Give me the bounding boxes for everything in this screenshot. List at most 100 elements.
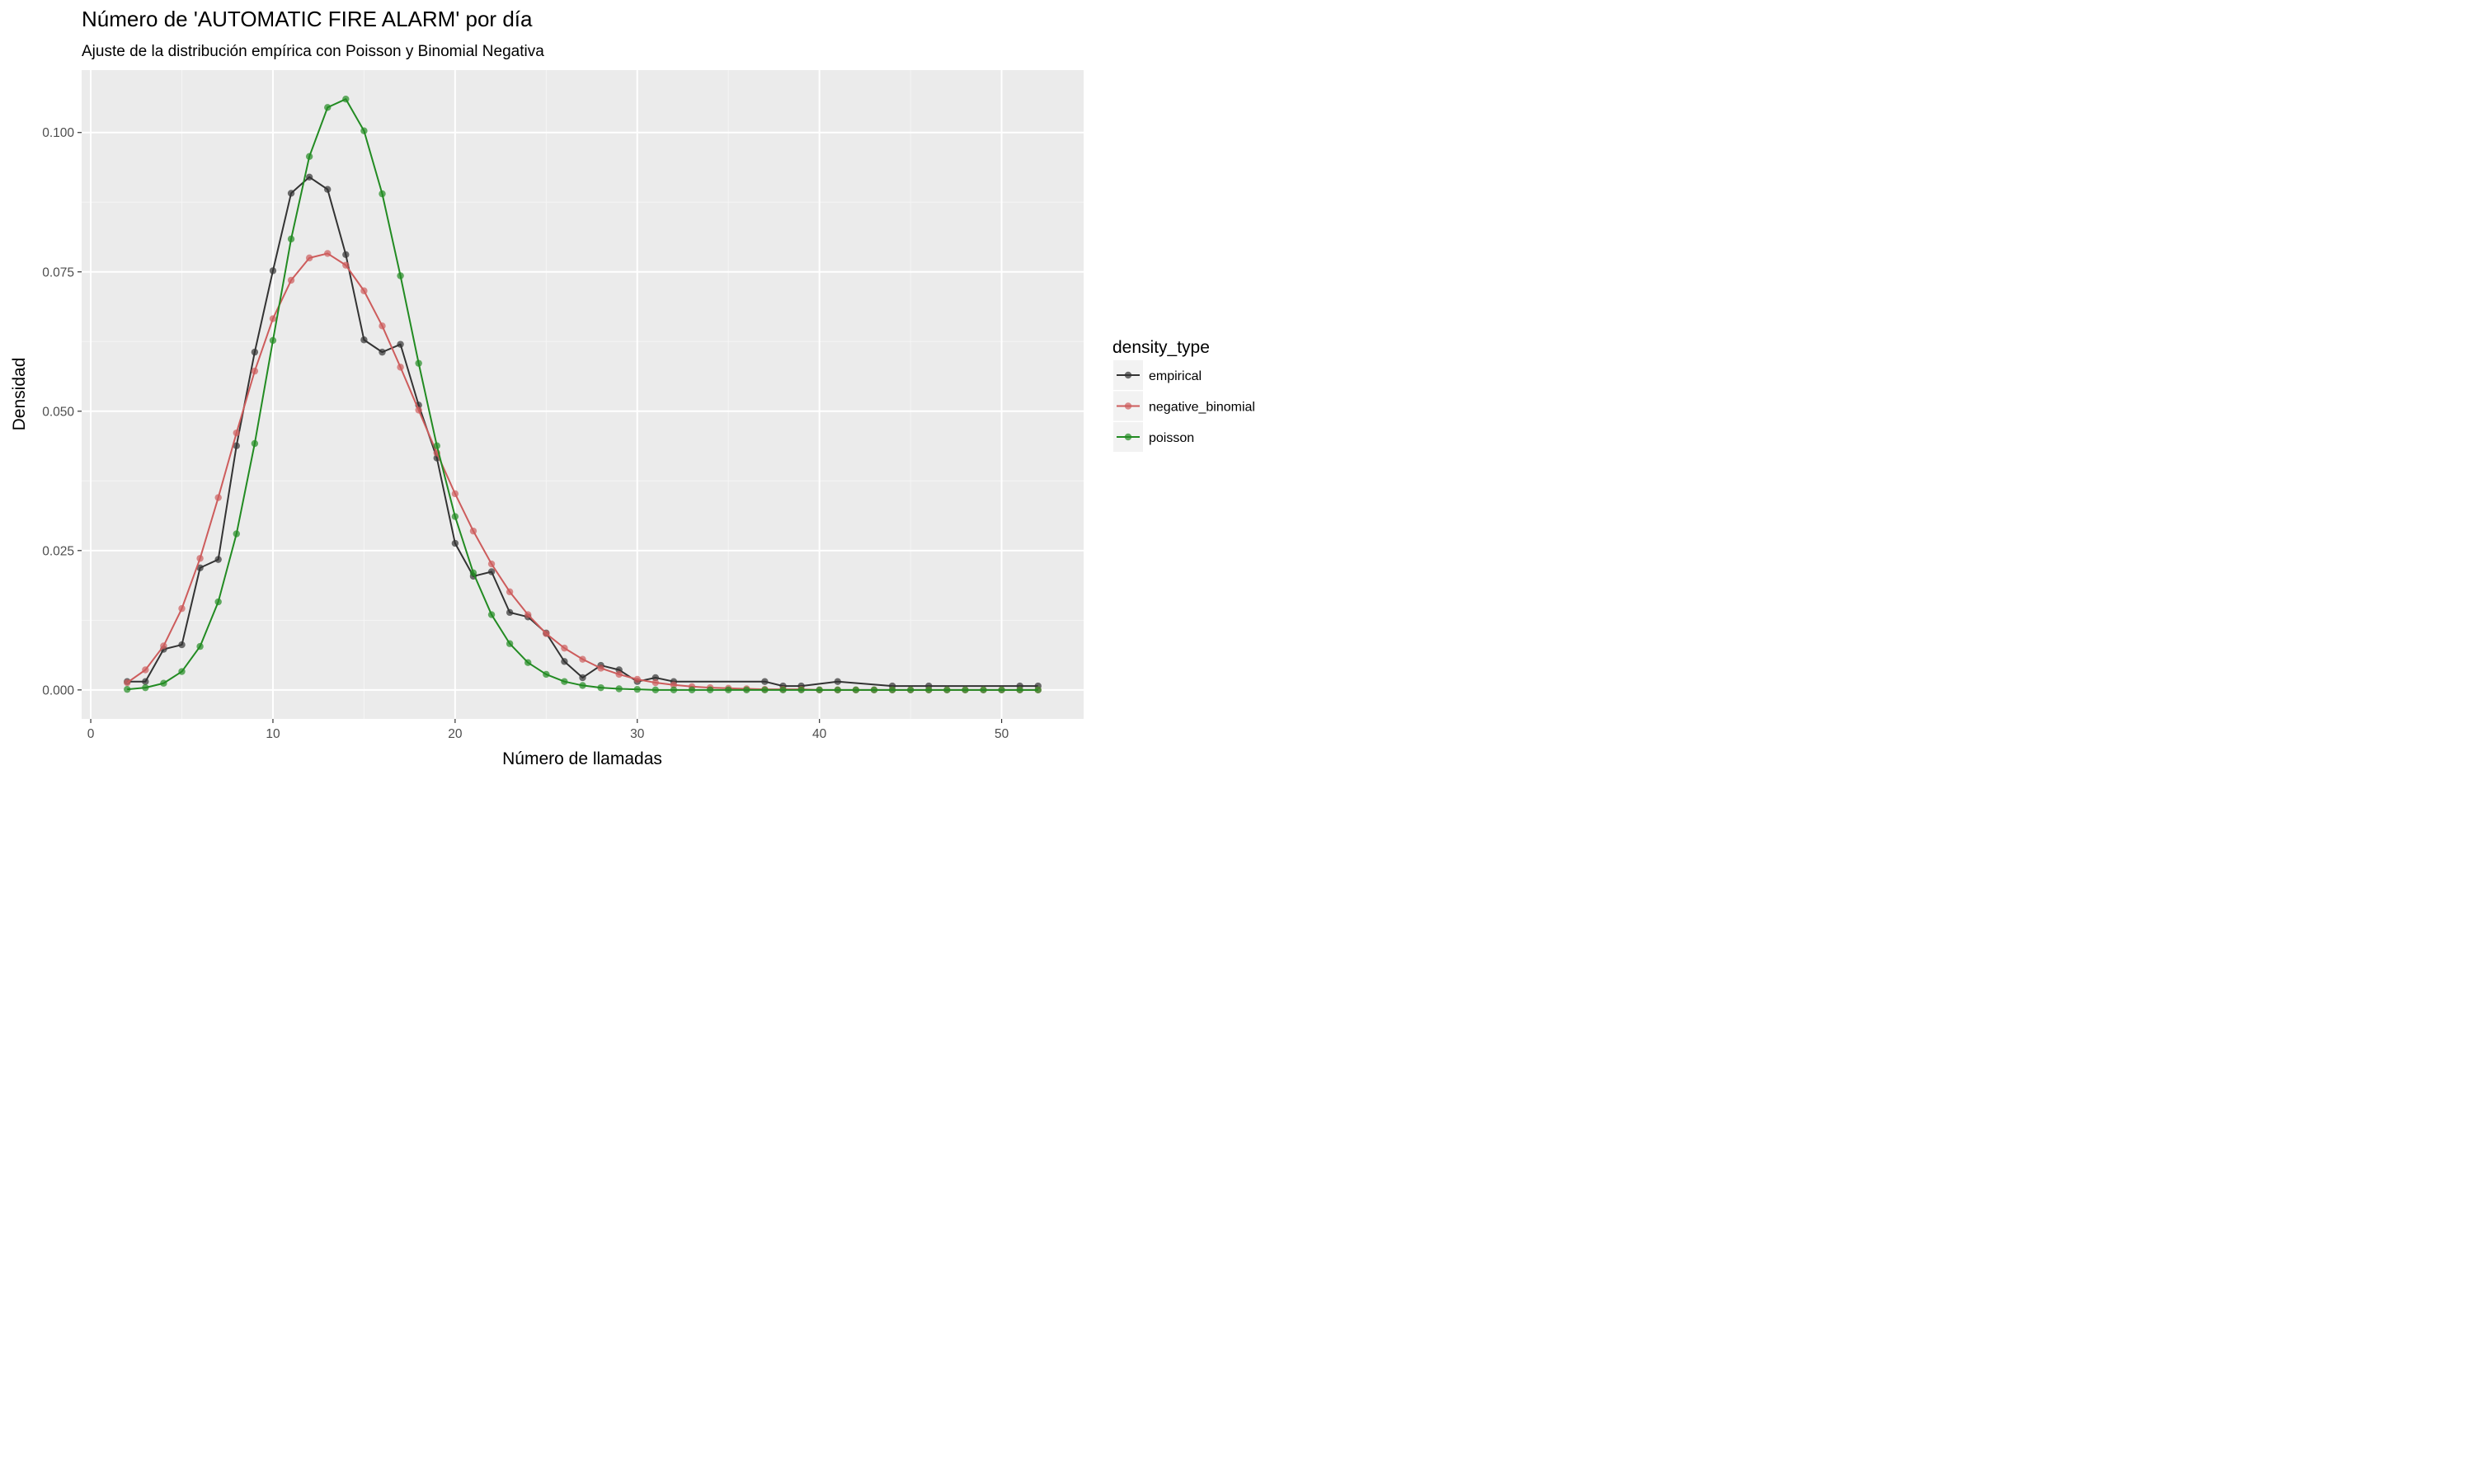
data-point-negative_binomial bbox=[269, 315, 277, 322]
data-point-empirical bbox=[487, 568, 496, 575]
data-point-empirical bbox=[360, 336, 368, 344]
y-tick-label: 0.050 bbox=[42, 405, 74, 419]
data-point-negative_binomial bbox=[524, 611, 532, 618]
data-point-poisson bbox=[1034, 686, 1042, 694]
data-point-poisson bbox=[706, 686, 714, 694]
legend-item-negative_binomial: negative_binomial bbox=[1113, 391, 1255, 421]
data-point-negative_binomial bbox=[561, 644, 568, 652]
data-point-negative_binomial bbox=[324, 250, 332, 257]
y-tick-label: 0.075 bbox=[42, 265, 74, 279]
data-point-poisson bbox=[980, 686, 987, 694]
data-point-poisson bbox=[852, 686, 860, 694]
data-point-negative_binomial bbox=[379, 322, 386, 330]
chart-title: Número de 'AUTOMATIC FIRE ALARM' por día bbox=[82, 7, 533, 31]
data-point-poisson bbox=[543, 670, 550, 679]
data-point-poisson bbox=[214, 598, 222, 606]
data-point-poisson bbox=[451, 513, 459, 520]
data-point-negative_binomial bbox=[251, 367, 259, 375]
data-point-poisson bbox=[269, 336, 277, 345]
data-point-empirical bbox=[269, 267, 277, 275]
data-point-poisson bbox=[925, 686, 933, 694]
legend-label: empirical bbox=[1149, 369, 1202, 383]
grid-minor bbox=[82, 70, 1084, 719]
data-point-empirical bbox=[579, 674, 586, 682]
series-layer bbox=[124, 95, 1042, 694]
y-axis-title: Densidad bbox=[10, 358, 29, 431]
data-point-negative_binomial bbox=[487, 560, 496, 568]
data-point-negative_binomial bbox=[451, 490, 459, 498]
data-point-negative_binomial bbox=[178, 604, 186, 613]
data-point-empirical bbox=[506, 608, 514, 617]
data-point-poisson bbox=[160, 679, 167, 687]
x-tick-label: 10 bbox=[266, 727, 280, 741]
data-point-negative_binomial bbox=[196, 555, 204, 562]
data-point-poisson bbox=[487, 611, 496, 618]
data-point-empirical bbox=[397, 340, 404, 348]
data-point-poisson bbox=[779, 686, 787, 694]
data-point-poisson bbox=[124, 685, 131, 693]
data-point-poisson bbox=[725, 686, 732, 694]
data-point-poisson bbox=[651, 686, 660, 694]
data-point-negative_binomial bbox=[214, 494, 222, 501]
data-point-negative_binomial bbox=[415, 406, 422, 414]
data-point-negative_binomial bbox=[397, 364, 404, 371]
data-point-poisson bbox=[196, 642, 204, 650]
data-point-poisson bbox=[397, 272, 404, 279]
data-point-poisson bbox=[379, 190, 386, 198]
legend-title: density_type bbox=[1112, 338, 1210, 357]
legend: density_type empirical negative_binomialp… bbox=[1112, 338, 1255, 452]
grid-major bbox=[82, 70, 1084, 719]
data-point-poisson bbox=[688, 686, 696, 694]
data-point-empirical bbox=[305, 173, 313, 181]
data-point-negative_binomial bbox=[287, 276, 295, 284]
data-point-empirical bbox=[342, 251, 350, 258]
x-tick-label: 30 bbox=[630, 727, 645, 741]
data-point-empirical bbox=[451, 539, 459, 547]
legend-key-point bbox=[1124, 402, 1132, 410]
data-point-poisson bbox=[415, 359, 422, 367]
data-point-empirical bbox=[142, 678, 149, 685]
data-point-poisson bbox=[506, 640, 514, 647]
data-point-poisson bbox=[943, 686, 951, 694]
legend-key-point bbox=[1124, 433, 1132, 441]
data-point-negative_binomial bbox=[305, 254, 313, 262]
data-point-poisson bbox=[906, 686, 915, 694]
data-point-poisson bbox=[834, 686, 841, 694]
data-point-empirical bbox=[324, 186, 332, 193]
data-point-poisson bbox=[962, 686, 969, 694]
data-point-negative_binomial bbox=[360, 287, 368, 294]
data-point-poisson bbox=[360, 127, 368, 134]
data-point-poisson bbox=[615, 685, 623, 693]
data-point-poisson bbox=[233, 530, 240, 538]
data-point-empirical bbox=[196, 564, 204, 571]
data-point-poisson bbox=[1016, 686, 1023, 694]
data-point-empirical bbox=[834, 678, 841, 685]
y-tick-label: 0.000 bbox=[42, 683, 74, 697]
data-point-negative_binomial bbox=[579, 655, 586, 663]
x-tick-label: 40 bbox=[812, 727, 827, 741]
x-tick-label: 20 bbox=[448, 727, 463, 741]
y-tick-label: 0.025 bbox=[42, 544, 74, 558]
data-point-negative_binomial bbox=[506, 588, 514, 596]
data-point-poisson bbox=[287, 235, 295, 243]
data-point-empirical bbox=[761, 678, 769, 685]
data-point-poisson bbox=[324, 104, 332, 111]
data-point-empirical bbox=[178, 641, 186, 649]
data-point-poisson bbox=[469, 569, 477, 577]
data-point-negative_binomial bbox=[342, 261, 350, 269]
y-tick-label: 0.100 bbox=[42, 126, 74, 140]
axes-layer: 0 10 20 30 40 50 0.000 0.025 0.050 0.075 0.100 bbox=[42, 126, 1009, 741]
data-point-negative_binomial bbox=[142, 666, 149, 674]
data-point-negative_binomial bbox=[469, 527, 477, 535]
x-axis-title: Número de llamadas bbox=[502, 749, 662, 768]
data-point-negative_binomial bbox=[543, 630, 550, 637]
x-tick-label: 0 bbox=[87, 727, 95, 741]
legend-label: poisson bbox=[1149, 431, 1194, 445]
data-point-poisson bbox=[251, 439, 259, 448]
data-point-empirical bbox=[233, 442, 240, 449]
data-point-poisson bbox=[342, 95, 350, 103]
data-point-poisson bbox=[633, 685, 641, 693]
chart: Número de 'AUTOMATIC FIRE ALARM' por día… bbox=[10, 7, 1255, 768]
series-poisson bbox=[124, 95, 1042, 694]
